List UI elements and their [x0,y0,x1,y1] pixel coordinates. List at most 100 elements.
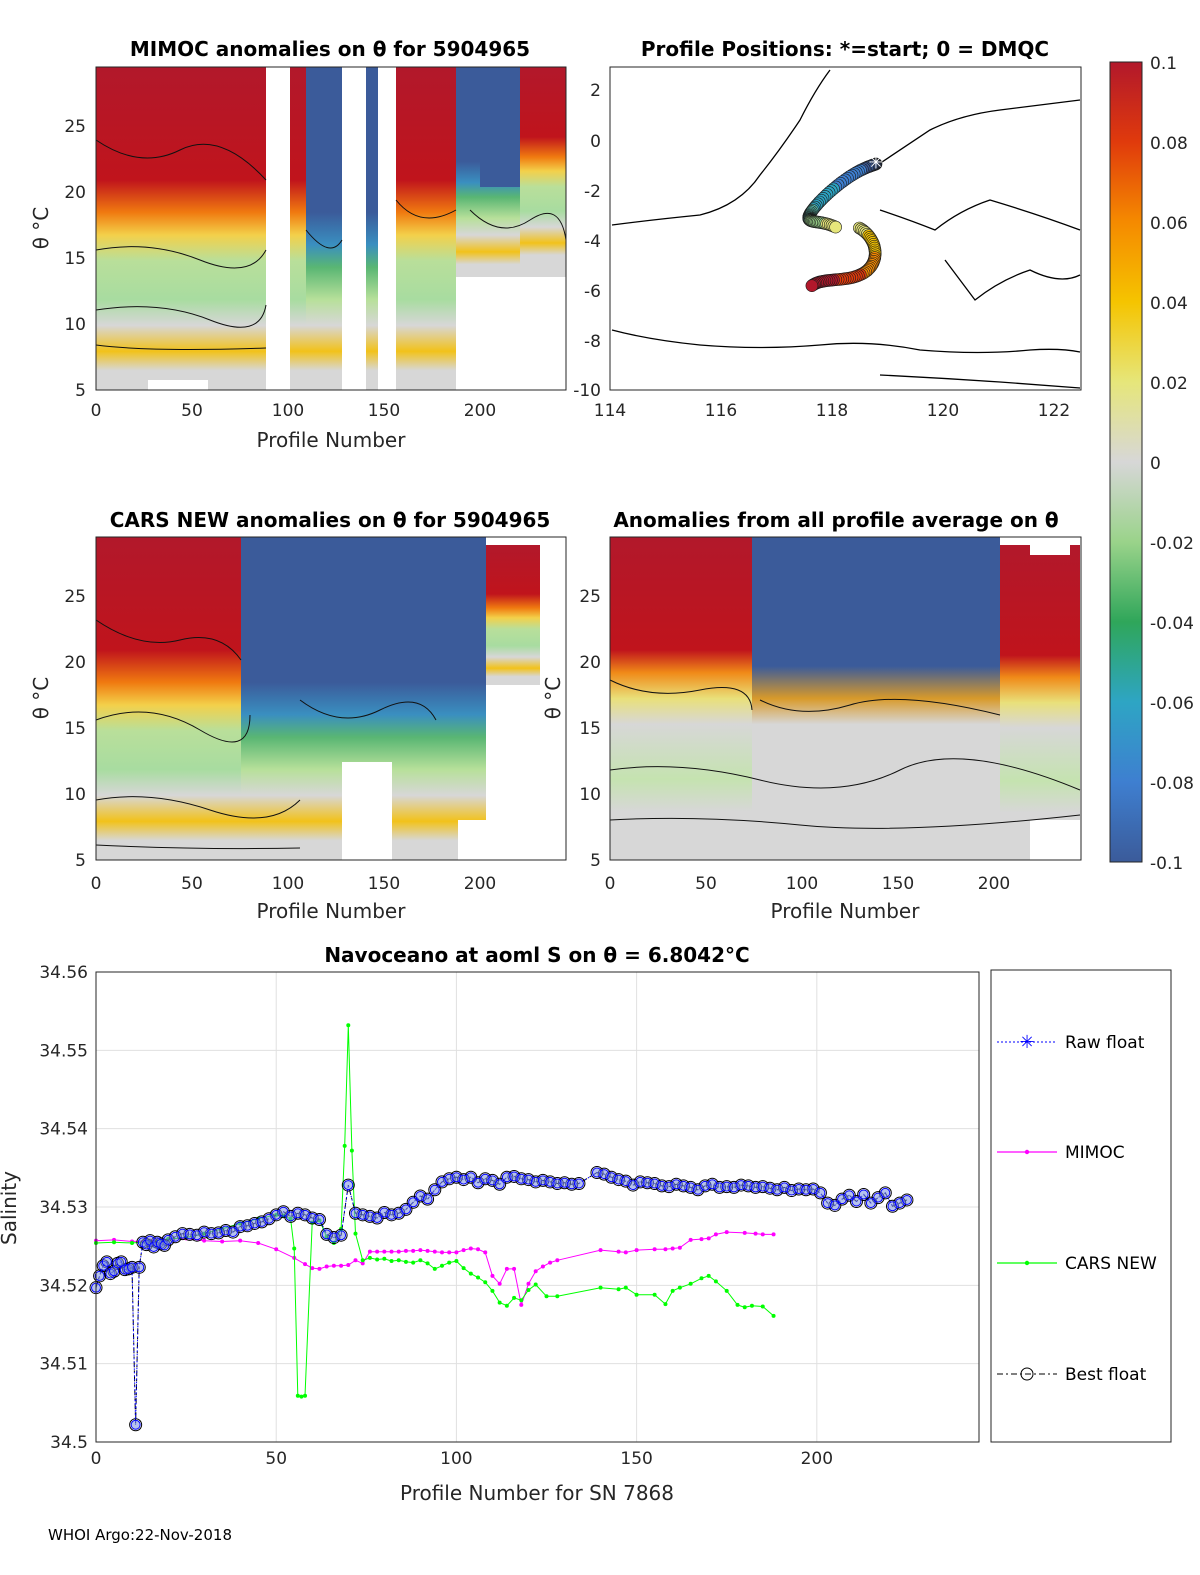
allavg-xtick: 100 [786,874,818,894]
point-cars-new [432,1266,437,1271]
salinity-series [89,1023,914,1432]
point-raw-float [101,1256,112,1267]
point-raw-float [573,1178,584,1189]
point-cars-new [555,1294,560,1299]
point-raw-float [429,1184,440,1195]
colorbar-tick: 0 [1150,454,1161,474]
mimoc-xtick: 0 [91,401,102,421]
point-mimoc [389,1249,394,1254]
point-mimoc [425,1248,430,1253]
colorbar-tick: -0.02 [1150,534,1194,554]
mimoc-heatmap [95,67,567,390]
point-best-float [849,1195,863,1209]
mimoc-title: MIMOC anomalies on θ for 5904965 [130,37,530,61]
point-mimoc [512,1266,517,1271]
salinity-xtick: 150 [620,1449,652,1469]
point-cars-new [760,1304,765,1309]
point-mimoc [476,1247,481,1252]
point-mimoc [677,1245,682,1250]
mimoc-xtick: 150 [368,401,400,421]
point-mimoc [490,1273,495,1278]
point-mimoc [324,1264,329,1269]
positions-yticks: 2 0 -2 -4 -6 -8 -10 [573,81,601,401]
positions-ytick: -10 [573,381,601,401]
point-raw-float [422,1194,433,1205]
point-cars-new [598,1285,603,1290]
point-raw-float [873,1192,884,1203]
point-mimoc [367,1249,372,1254]
positions-xtick: 116 [705,401,737,421]
positions-ytick: 2 [590,81,601,101]
point-mimoc [771,1232,776,1237]
point-cars-new [713,1279,718,1284]
point-mimoc [519,1302,524,1307]
salinity-ytick: 34.5 [50,1433,88,1453]
point-cars-new [652,1292,657,1297]
mimoc-xticks: 0 50 100 150 200 [91,401,497,421]
positions-xtick: 118 [816,401,848,421]
legend-cars-marker [1024,1260,1030,1266]
legend-cars-label: CARS NEW [1065,1254,1157,1274]
mimoc-xlabel: Profile Number [257,428,407,452]
point-best-float [428,1183,442,1197]
point-mimoc [468,1246,473,1251]
point-mimoc [418,1248,423,1253]
point-cars-new [342,1143,347,1148]
positions-xtick: 122 [1038,401,1070,421]
legend-best-label: Best float [1065,1365,1147,1385]
mimoc-ytick: 25 [64,117,86,137]
point-cars-new [292,1246,297,1251]
positions-coastlines [611,69,1081,389]
point-cars-new [411,1260,416,1265]
mimoc-xtick: 200 [464,401,496,421]
point-raw-float [901,1194,912,1205]
salinity-xtick: 100 [440,1449,472,1469]
positions-xtick: 120 [927,401,959,421]
point-cars-new [454,1259,459,1264]
cars-ytick: 25 [64,587,86,607]
point-cars-new [512,1295,517,1300]
point-cars-new [130,1241,135,1246]
point-cars-new [396,1258,401,1263]
point-cars-new [706,1273,711,1278]
cars-xtick: 50 [181,874,203,894]
allavg-title: Anomalies from all profile average on θ [613,508,1058,532]
positions-ytick: -4 [584,232,601,252]
point-mimoc [454,1250,459,1255]
point-mimoc [598,1248,603,1253]
colorbar-tick: 0.02 [1150,374,1188,394]
cars-xtick: 100 [272,874,304,894]
point-cars-new [699,1276,704,1281]
point-cars-new [724,1288,729,1293]
colorbar-tick: -0.08 [1150,774,1194,794]
allavg-ytick: 10 [579,785,601,805]
salinity-xtick: 50 [265,1449,287,1469]
positions-ytick: -2 [584,182,601,202]
allavg-xlabel: Profile Number [771,899,921,923]
positions-ytick: -8 [584,332,601,352]
point-mimoc [303,1262,308,1267]
point-mimoc [623,1250,628,1255]
point-cars-new [663,1302,668,1307]
point-mimoc [331,1263,336,1268]
point-cars-new [519,1298,524,1303]
point-mimoc [483,1250,488,1255]
allavg-xtick: 50 [695,874,717,894]
point-cars-new [418,1258,423,1263]
point-cars-new [360,1258,365,1263]
point-mimoc [724,1230,729,1235]
point-cars-new [623,1285,628,1290]
cars-ytick: 15 [64,719,86,739]
point-raw-float [343,1180,354,1191]
point-mimoc [760,1232,765,1237]
positions-ytick: -6 [584,282,601,302]
point-mimoc [411,1248,416,1253]
salinity-xtick: 200 [801,1449,833,1469]
cars-ytick: 5 [75,851,86,871]
salinity-ylabel: Salinity [0,1171,21,1245]
point-mimoc [670,1246,675,1251]
point-cars-new [688,1281,693,1286]
point-mimoc [202,1238,207,1243]
cars-xticks: 0 50 100 150 200 [91,874,497,894]
positions-markers: ✳ [802,152,884,293]
